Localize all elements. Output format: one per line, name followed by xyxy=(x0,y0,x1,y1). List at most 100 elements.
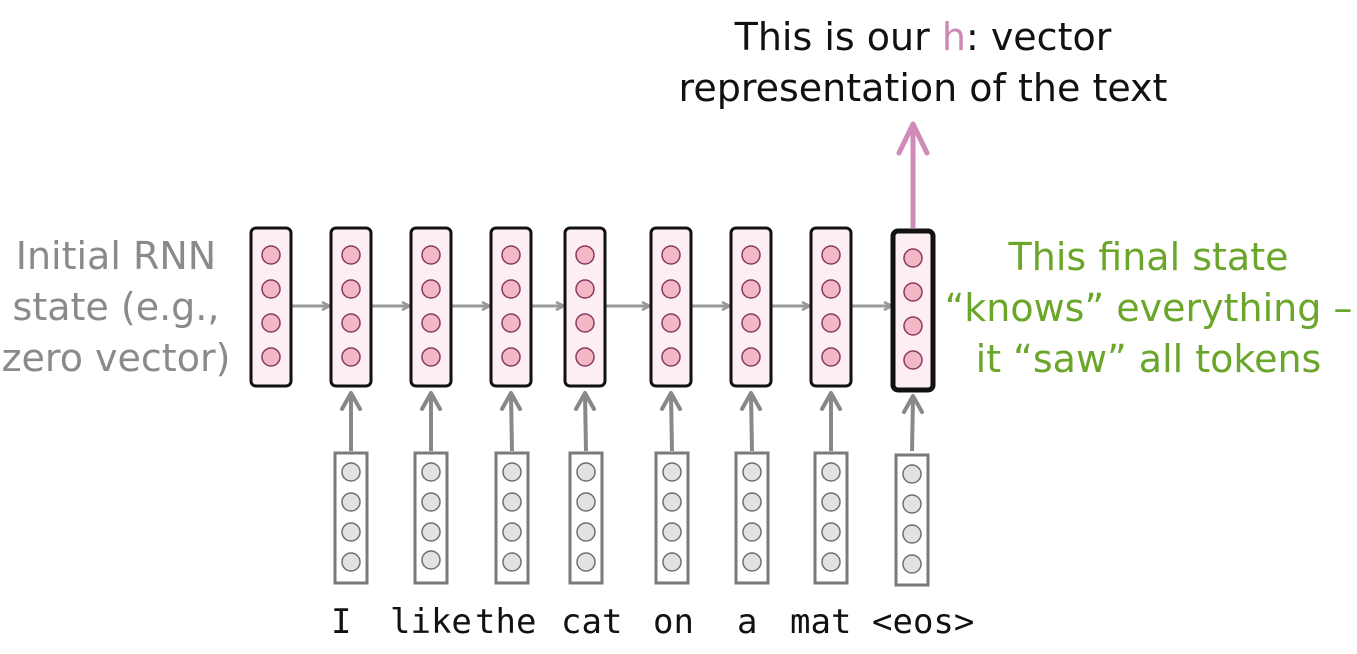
state-unit xyxy=(821,313,841,333)
state-unit xyxy=(575,245,595,265)
token-embedding xyxy=(813,451,849,585)
embedding-unit xyxy=(742,522,762,542)
embedding-unit xyxy=(662,522,682,542)
state-box xyxy=(890,228,936,393)
state-unit xyxy=(501,347,521,367)
embedding-unit xyxy=(821,492,841,512)
state-unit xyxy=(341,347,361,367)
initial-state-note-line: zero vector) xyxy=(1,336,231,380)
token-label: a xyxy=(737,602,758,642)
h-symbol: h xyxy=(941,15,966,59)
state-unit xyxy=(341,313,361,333)
input-arrow xyxy=(740,391,762,452)
state-unit xyxy=(421,313,441,333)
state-box xyxy=(409,226,453,388)
initial-state-note-line: state (e.g., xyxy=(12,285,220,329)
state-unit xyxy=(421,279,441,299)
state-unit xyxy=(261,313,281,333)
input-arrow xyxy=(660,391,682,452)
state-unit xyxy=(741,245,761,265)
token-embedding xyxy=(494,451,530,585)
state-unit xyxy=(261,279,281,299)
state-box xyxy=(809,226,853,388)
embedding-unit xyxy=(341,492,361,512)
embedding-unit xyxy=(502,462,522,482)
token-label: <eos> xyxy=(872,602,975,642)
state-unit xyxy=(421,347,441,367)
embedding-unit xyxy=(821,462,841,482)
state-unit xyxy=(821,245,841,265)
state-unit xyxy=(741,347,761,367)
rnn-state xyxy=(649,226,693,388)
embedding-unit xyxy=(502,492,522,512)
state-box xyxy=(649,226,693,388)
embedding-unit xyxy=(576,552,596,572)
rnn-state xyxy=(809,226,853,388)
output-caption: This is our h: vector representation of … xyxy=(623,12,1223,114)
rnn-state xyxy=(329,226,373,388)
state-unit xyxy=(341,279,361,299)
input-arrow xyxy=(420,391,442,451)
state-box xyxy=(249,226,293,388)
embedding-unit xyxy=(821,522,841,542)
state-unit xyxy=(501,313,521,333)
embedding-unit xyxy=(421,550,441,570)
embedding-unit xyxy=(821,552,841,572)
token-embedding xyxy=(734,451,770,585)
input-arrow xyxy=(340,391,362,451)
token-embedding xyxy=(654,451,690,585)
initial-state-note-line: Initial RNN xyxy=(15,234,217,278)
embedding-unit xyxy=(662,492,682,512)
state-unit xyxy=(341,245,361,265)
final-state-note-line: “knows” everything – xyxy=(944,286,1353,330)
state-unit xyxy=(661,347,681,367)
state-box xyxy=(329,226,373,388)
token-label: mat xyxy=(790,602,852,642)
final-state-note: This final state “knows” everything – it… xyxy=(940,232,1357,385)
embedding-unit xyxy=(502,522,522,542)
rnn-state xyxy=(563,226,607,388)
state-unit xyxy=(661,279,681,299)
token-embeddings xyxy=(333,451,930,587)
token-label: cat xyxy=(561,602,623,642)
output-arrow xyxy=(896,121,930,228)
embedding-unit xyxy=(902,554,922,574)
input-arrow xyxy=(820,391,842,451)
embedding-unit xyxy=(421,492,441,512)
state-unit xyxy=(903,248,923,268)
final-state-note-line: This final state xyxy=(1008,235,1289,279)
embedding-unit xyxy=(341,462,361,482)
embedding-unit xyxy=(662,462,682,482)
final-state xyxy=(890,228,936,393)
embedding-unit xyxy=(902,494,922,514)
embedding-unit xyxy=(576,522,596,542)
state-unit xyxy=(821,279,841,299)
state-unit xyxy=(261,245,281,265)
token-label: the xyxy=(475,602,537,642)
state-unit xyxy=(661,245,681,265)
state-box xyxy=(729,226,773,388)
token-label: like xyxy=(390,602,472,642)
state-unit xyxy=(501,245,521,265)
input-arrow xyxy=(902,394,924,452)
input-arrows xyxy=(340,391,924,452)
token-embedding xyxy=(568,451,604,585)
token-label: I xyxy=(331,602,352,642)
input-arrow xyxy=(500,391,522,452)
state-unit xyxy=(575,313,595,333)
state-unit xyxy=(741,313,761,333)
state-unit xyxy=(261,347,281,367)
embedding-unit xyxy=(341,522,361,542)
state-unit xyxy=(903,350,923,370)
token-embedding xyxy=(413,451,449,585)
embedding-unit xyxy=(421,522,441,542)
embedding-unit xyxy=(421,462,441,482)
embedding-unit xyxy=(576,462,596,482)
state-unit xyxy=(575,347,595,367)
output-caption-line1: This is our h: vector xyxy=(623,12,1223,63)
state-box xyxy=(489,226,533,388)
caption-after: : vector xyxy=(965,15,1112,59)
embedding-unit xyxy=(662,552,682,572)
embedding-unit xyxy=(576,492,596,512)
state-unit xyxy=(575,279,595,299)
